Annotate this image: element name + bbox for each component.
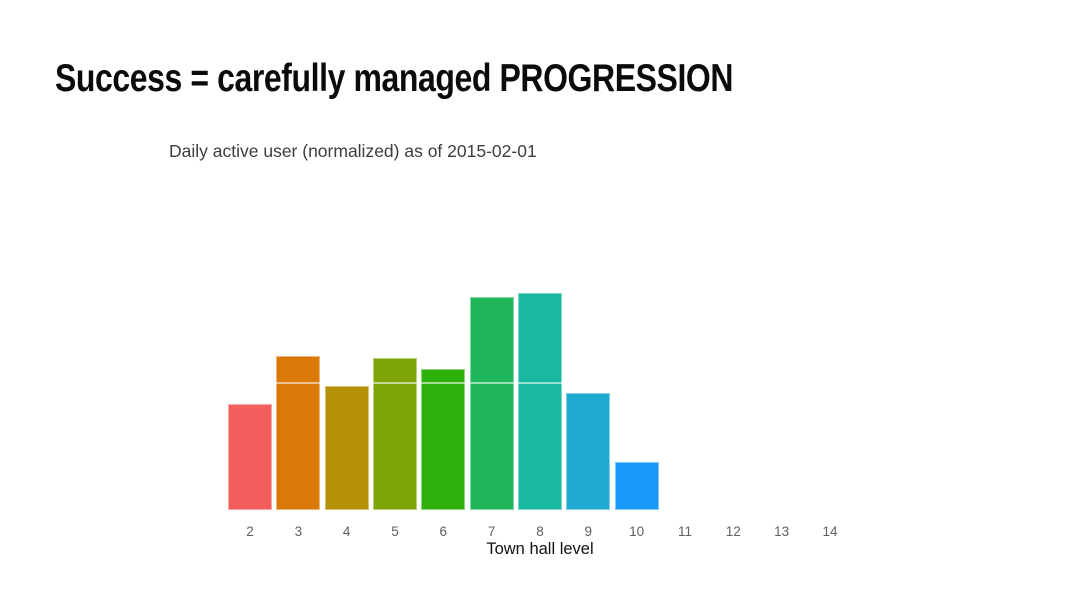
bar-level-3	[276, 356, 321, 510]
bar-level-7	[469, 297, 514, 510]
bar-level-2	[228, 404, 272, 510]
bar-level-9	[566, 393, 611, 510]
chart-title: Daily active user (normalized) as of 201…	[169, 141, 537, 161]
x-tick-4: 4	[342, 524, 351, 539]
gridline	[226, 382, 854, 384]
x-tick-5: 5	[391, 524, 399, 539]
x-axis-label: Town hall level	[486, 540, 594, 558]
bar-level-5	[372, 358, 417, 510]
x-tick-10: 10	[629, 524, 645, 539]
x-tick-9: 9	[584, 524, 593, 539]
bar-level-4	[324, 386, 369, 510]
x-tick-8: 8	[536, 524, 544, 539]
x-tick-11: 11	[677, 524, 692, 539]
bar-level-8	[517, 293, 562, 510]
x-tick-2: 2	[246, 524, 254, 539]
x-tick-14: 14	[822, 524, 838, 539]
slide-title: Success = carefully managed PROGRESSION	[55, 57, 734, 100]
bar-level-10	[614, 462, 659, 510]
x-tick-6: 6	[439, 524, 448, 539]
x-tick-7: 7	[487, 524, 496, 539]
x-tick-3: 3	[294, 524, 303, 539]
bar-level-6	[421, 369, 466, 510]
x-tick-12: 12	[725, 524, 741, 539]
x-tick-13: 13	[774, 524, 790, 539]
